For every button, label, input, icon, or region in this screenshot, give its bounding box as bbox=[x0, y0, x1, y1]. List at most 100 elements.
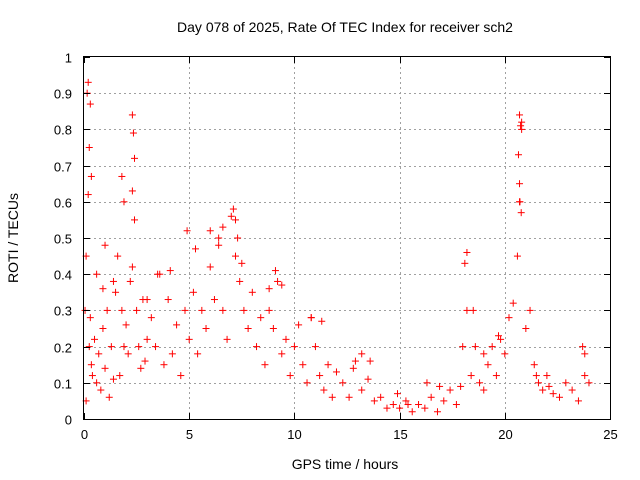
data-point bbox=[103, 306, 111, 314]
data-point bbox=[318, 317, 326, 325]
data-point bbox=[518, 118, 526, 126]
data-point bbox=[88, 372, 96, 380]
data-point bbox=[236, 277, 244, 285]
chart-title: Day 078 of 2025, Rate Of TEC Index for r… bbox=[177, 19, 513, 35]
data-point bbox=[210, 296, 218, 304]
data-point bbox=[86, 100, 94, 108]
data-point bbox=[303, 379, 311, 387]
data-point bbox=[130, 154, 138, 162]
data-point bbox=[154, 270, 162, 278]
data-point bbox=[358, 350, 366, 358]
data-point bbox=[415, 401, 423, 409]
data-point bbox=[320, 386, 328, 394]
data-point bbox=[265, 306, 273, 314]
y-tick-label: 1 bbox=[65, 51, 72, 66]
data-point bbox=[440, 397, 448, 405]
data-point bbox=[85, 343, 93, 351]
data-point bbox=[91, 335, 99, 343]
y-tick-labels: 0 0.1 0.2 0.3 0.4 0.5 0.6 0.7 0.8 0.9 1 bbox=[54, 51, 72, 428]
data-point bbox=[516, 198, 524, 206]
data-point bbox=[471, 343, 479, 351]
data-point bbox=[295, 321, 303, 329]
data-point bbox=[101, 364, 109, 372]
data-point bbox=[324, 361, 332, 369]
axis-ticks bbox=[84, 57, 611, 420]
data-point bbox=[253, 343, 261, 351]
data-point bbox=[109, 375, 117, 383]
data-point bbox=[452, 401, 460, 409]
data-point bbox=[122, 321, 130, 329]
data-point bbox=[516, 180, 524, 188]
data-point bbox=[85, 144, 93, 151]
data-point bbox=[562, 379, 570, 387]
data-point bbox=[152, 343, 160, 351]
data-point bbox=[278, 281, 286, 289]
data-point bbox=[219, 223, 227, 231]
data-point bbox=[364, 375, 372, 383]
data-point bbox=[316, 372, 324, 380]
data-point bbox=[219, 306, 227, 314]
x-tick-labels: 0 5 10 15 20 25 bbox=[81, 427, 618, 442]
data-point bbox=[234, 234, 242, 242]
data-point bbox=[166, 267, 174, 275]
data-point bbox=[185, 335, 193, 343]
data-point bbox=[290, 343, 298, 351]
data-point bbox=[87, 361, 95, 369]
data-point bbox=[257, 314, 265, 322]
data-point bbox=[311, 343, 319, 351]
data-point bbox=[126, 277, 134, 285]
data-point bbox=[393, 390, 401, 398]
data-point bbox=[130, 216, 138, 224]
data-point bbox=[516, 111, 524, 119]
data-point bbox=[99, 285, 107, 293]
data-point bbox=[370, 397, 378, 405]
data-point bbox=[143, 296, 151, 304]
x-tick-label: 25 bbox=[603, 427, 617, 442]
data-point bbox=[549, 390, 557, 398]
data-point bbox=[446, 386, 454, 394]
data-point bbox=[147, 314, 155, 322]
data-point bbox=[488, 343, 496, 351]
data-point bbox=[240, 306, 248, 314]
data-point bbox=[206, 227, 214, 235]
data-point bbox=[84, 78, 92, 86]
data-point bbox=[141, 357, 149, 365]
x-axis-label: GPS time / hours bbox=[292, 456, 399, 472]
data-point bbox=[194, 350, 202, 358]
data-point bbox=[494, 332, 502, 340]
data-point bbox=[160, 361, 168, 369]
data-point bbox=[112, 288, 120, 296]
data-point bbox=[118, 172, 126, 180]
data-point bbox=[231, 216, 239, 224]
data-point bbox=[427, 393, 435, 401]
data-point bbox=[133, 306, 141, 314]
data-point bbox=[574, 397, 582, 405]
data-point bbox=[396, 404, 404, 412]
data-point bbox=[206, 263, 214, 271]
data-point bbox=[164, 296, 172, 304]
y-tick-label: 0.1 bbox=[54, 377, 72, 392]
x-tick-label: 20 bbox=[498, 427, 512, 442]
data-point bbox=[522, 325, 530, 332]
y-tick-label: 0.9 bbox=[54, 87, 72, 102]
x-tick-label: 10 bbox=[287, 427, 301, 442]
plot-frame bbox=[83, 56, 611, 420]
x-tick-label: 15 bbox=[393, 427, 407, 442]
data-point bbox=[278, 350, 286, 358]
data-point bbox=[261, 361, 269, 369]
y-tick-label: 0.8 bbox=[54, 123, 72, 138]
data-point bbox=[215, 241, 223, 249]
data-point bbox=[84, 191, 92, 199]
data-point bbox=[332, 368, 340, 376]
data-point bbox=[545, 382, 553, 390]
data-point bbox=[509, 299, 517, 307]
data-point bbox=[215, 234, 223, 242]
data-point bbox=[116, 372, 124, 380]
data-point bbox=[114, 252, 122, 260]
data-point bbox=[421, 404, 429, 412]
data-point bbox=[274, 277, 282, 285]
y-tick-label: 0.3 bbox=[54, 304, 72, 319]
data-point bbox=[177, 372, 185, 380]
data-point bbox=[484, 361, 492, 369]
data-point bbox=[128, 263, 136, 271]
